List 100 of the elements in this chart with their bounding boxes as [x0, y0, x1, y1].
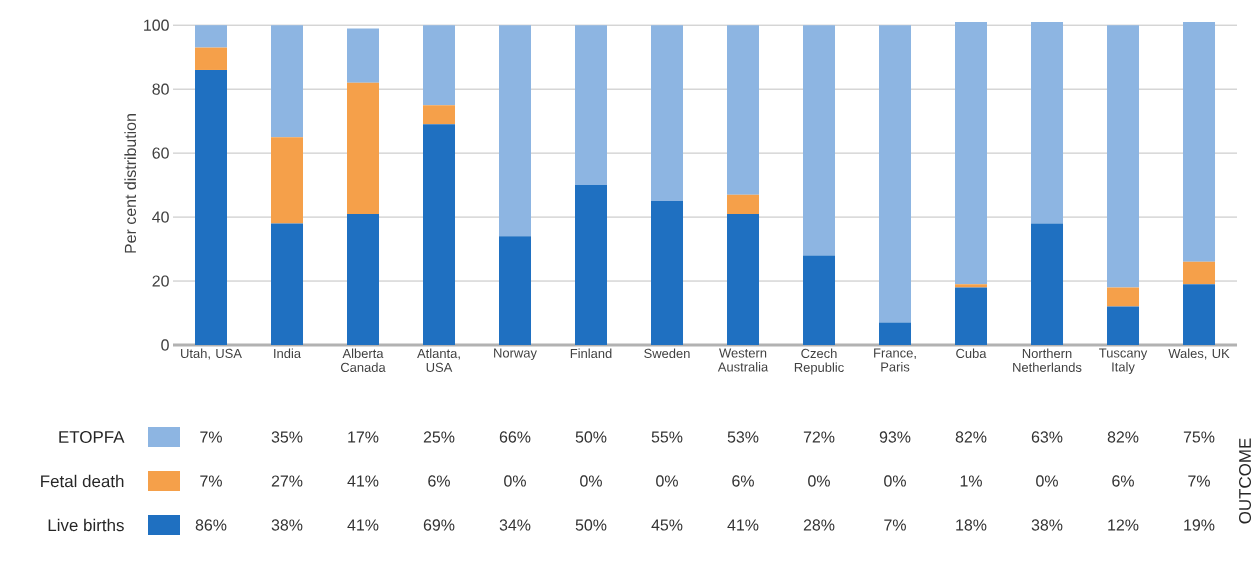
- data-label: 0%: [580, 475, 602, 487]
- bar: [1183, 284, 1216, 345]
- data-label: 25%: [423, 431, 455, 443]
- bar: [727, 194, 760, 214]
- y-tick-label: 60: [152, 147, 169, 159]
- data-label: 63%: [1031, 431, 1063, 443]
- x-tick-label: Northern Netherlands: [1013, 348, 1082, 372]
- data-label: 0%: [1036, 475, 1058, 487]
- bar: [195, 69, 227, 345]
- data-label: 1%: [960, 475, 982, 487]
- bar: [271, 25, 303, 138]
- x-tick-label: Czech Republic: [794, 348, 844, 375]
- data-label: 6%: [732, 475, 754, 487]
- bar: [195, 47, 227, 70]
- y-tick-label: 80: [152, 83, 169, 95]
- y-tick-label: 40: [152, 211, 169, 223]
- data-label: 55%: [651, 431, 683, 443]
- data-label: 50%: [575, 431, 607, 443]
- bar: [1031, 22, 1064, 224]
- data-label: 7%: [200, 475, 222, 487]
- data-label: 41%: [727, 519, 759, 531]
- data-label: 0%: [808, 475, 830, 487]
- y-tick-label: 0: [161, 339, 169, 351]
- bar: [955, 284, 988, 288]
- x-tick-label: Alberta Canada: [340, 348, 386, 372]
- x-tick-label: Utah, USA: [181, 348, 242, 360]
- x-tick-label: Sweden: [644, 348, 690, 359]
- bar: [347, 213, 379, 345]
- text: OUTCOME: [1239, 438, 1252, 524]
- x-tick-label: Norway: [494, 348, 537, 361]
- bar: [347, 82, 379, 214]
- bar: [575, 25, 607, 186]
- bar: [803, 25, 836, 256]
- y-axis-title: Per cent distribution: [124, 114, 137, 253]
- x-tick-label: Western Australia: [717, 348, 769, 372]
- data-label: 38%: [1031, 519, 1063, 531]
- bar: [955, 287, 988, 345]
- x-tick-label: India: [274, 348, 302, 359]
- bar: [499, 25, 531, 237]
- y-tick-label: 20: [152, 275, 169, 287]
- bar: [803, 255, 836, 345]
- data-label: 72%: [803, 431, 835, 443]
- bar: [575, 185, 607, 345]
- bar: [727, 25, 760, 195]
- x-tick-label: Finland: [570, 348, 612, 359]
- bar: [1107, 287, 1140, 307]
- data-label: 45%: [651, 519, 683, 531]
- data-label: 28%: [803, 519, 835, 531]
- data-label: 0%: [656, 475, 678, 487]
- bar: [499, 236, 531, 345]
- data-label: 53%: [727, 431, 759, 443]
- bar: [879, 322, 912, 345]
- data-label: 6%: [1112, 475, 1134, 487]
- data-label: 18%: [956, 519, 987, 531]
- x-tick-label: Tuscany Italy: [1099, 348, 1148, 375]
- legend-label: Live births: [48, 518, 124, 532]
- legend-label: Fetal death: [41, 474, 124, 488]
- bar: [651, 201, 684, 345]
- data-label: 86%: [195, 519, 227, 531]
- data-label: 75%: [1183, 431, 1215, 443]
- bar: [1183, 22, 1216, 262]
- data-label: 12%: [1108, 519, 1139, 531]
- legend-label: ETOPFA: [59, 431, 125, 443]
- data-label: 0%: [884, 475, 906, 487]
- bar: [727, 213, 760, 345]
- data-label: 7%: [884, 519, 906, 531]
- bar: [271, 223, 303, 345]
- data-label: 0%: [504, 475, 526, 487]
- x-tick-label: Cuba: [956, 348, 987, 359]
- data-label: 7%: [200, 431, 222, 443]
- bar: [347, 28, 379, 83]
- data-label: 38%: [271, 519, 303, 531]
- data-label: 27%: [271, 475, 303, 487]
- data-label: 7%: [1188, 475, 1210, 487]
- data-label: 6%: [428, 475, 450, 487]
- bar: [651, 25, 684, 202]
- data-label: 34%: [499, 519, 531, 531]
- data-label: 50%: [575, 519, 607, 531]
- bar: [1107, 25, 1140, 288]
- data-label: 82%: [1107, 431, 1139, 443]
- bar: [423, 124, 455, 345]
- bar: [423, 105, 455, 125]
- data-label: 35%: [271, 431, 303, 443]
- data-label: 66%: [499, 431, 531, 443]
- data-label: 17%: [348, 431, 379, 443]
- data-label: 41%: [347, 519, 379, 531]
- bar: [195, 25, 227, 48]
- data-label: 41%: [347, 475, 379, 487]
- y-tick-label: 100: [144, 19, 169, 31]
- x-tick-label: Wales, UK: [1168, 348, 1230, 360]
- x-tick-label: France, Paris: [874, 348, 916, 372]
- bar: [1031, 223, 1064, 345]
- data-label: 69%: [423, 519, 455, 531]
- bar: [879, 25, 912, 323]
- data-label: 19%: [1184, 519, 1215, 531]
- data-label: 93%: [879, 431, 911, 443]
- bar: [423, 25, 455, 106]
- bar: [1107, 306, 1140, 345]
- x-tick-label: Atlanta, USA: [417, 348, 460, 372]
- data-label: 82%: [955, 431, 987, 443]
